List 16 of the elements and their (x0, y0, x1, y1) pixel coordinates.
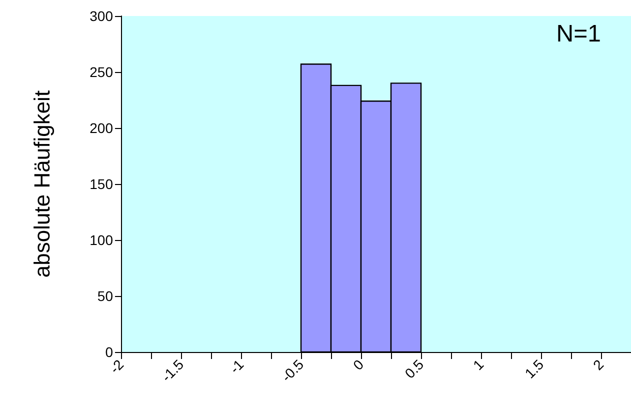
y-tick-label: 300 (90, 8, 114, 24)
x-tick-label: 0.5 (402, 356, 427, 382)
y-tick-label: 150 (90, 176, 114, 192)
y-axis-title: absolute Häufigkeit (30, 90, 54, 278)
y-tick-label: 50 (97, 288, 114, 304)
y-tick-label: 250 (90, 64, 114, 80)
x-tick-label: 1 (470, 356, 487, 374)
x-tick-label: -0.5 (278, 356, 307, 385)
x-tick-label: -1 (226, 356, 247, 376)
annotation: N=1 (556, 20, 602, 48)
x-tick-label: -1.5 (158, 356, 187, 385)
x-tick-label: 2 (590, 356, 607, 374)
y-tick-label: 100 (90, 232, 114, 248)
y-tick-label: 200 (90, 120, 114, 136)
x-tick-label: 0 (350, 356, 367, 374)
x-tick-label: 1.5 (522, 356, 547, 382)
